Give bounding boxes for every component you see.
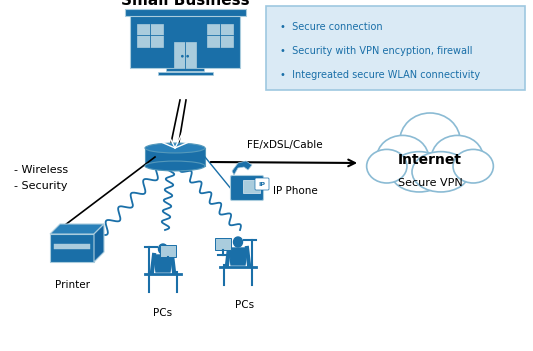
FancyBboxPatch shape (243, 179, 260, 192)
Polygon shape (94, 224, 104, 262)
Polygon shape (160, 245, 176, 257)
Text: PCs: PCs (236, 300, 255, 310)
Polygon shape (154, 255, 172, 272)
Ellipse shape (145, 161, 205, 171)
Text: IP Phone: IP Phone (273, 186, 318, 196)
Text: - Wireless
- Security: - Wireless - Security (14, 165, 68, 191)
Ellipse shape (233, 237, 243, 247)
FancyBboxPatch shape (125, 9, 246, 16)
Text: IP: IP (259, 181, 265, 186)
Polygon shape (215, 238, 231, 250)
Ellipse shape (187, 55, 188, 57)
FancyBboxPatch shape (54, 244, 90, 249)
Text: FE/xDSL/Cable: FE/xDSL/Cable (247, 140, 323, 150)
FancyBboxPatch shape (266, 6, 525, 90)
Text: Secure VPN: Secure VPN (398, 178, 462, 188)
FancyBboxPatch shape (136, 24, 163, 47)
FancyBboxPatch shape (255, 178, 269, 190)
FancyBboxPatch shape (145, 148, 205, 166)
Text: •  Secure connection: • Secure connection (280, 22, 383, 32)
Polygon shape (229, 248, 247, 265)
Ellipse shape (412, 152, 470, 192)
FancyBboxPatch shape (166, 68, 204, 71)
Ellipse shape (377, 135, 429, 180)
Ellipse shape (158, 244, 167, 254)
FancyBboxPatch shape (230, 176, 263, 200)
Text: •  Security with VPN encyption, firewall: • Security with VPN encyption, firewall (280, 46, 472, 56)
FancyBboxPatch shape (157, 72, 213, 75)
Ellipse shape (145, 143, 205, 153)
Polygon shape (50, 224, 104, 234)
FancyBboxPatch shape (207, 24, 233, 47)
Text: PCs: PCs (154, 308, 173, 318)
Text: Small Business: Small Business (120, 0, 249, 8)
Ellipse shape (453, 150, 494, 183)
FancyBboxPatch shape (130, 15, 240, 68)
Text: •  Integreated secure WLAN connectivity: • Integreated secure WLAN connectivity (280, 70, 480, 80)
Ellipse shape (367, 150, 407, 183)
Ellipse shape (400, 113, 460, 169)
Text: Internet: Internet (398, 153, 462, 167)
FancyBboxPatch shape (50, 234, 94, 262)
Ellipse shape (390, 152, 448, 192)
Polygon shape (232, 161, 252, 175)
Text: Printer: Printer (54, 280, 90, 290)
FancyBboxPatch shape (174, 42, 196, 68)
Ellipse shape (431, 135, 483, 180)
Ellipse shape (182, 55, 183, 57)
